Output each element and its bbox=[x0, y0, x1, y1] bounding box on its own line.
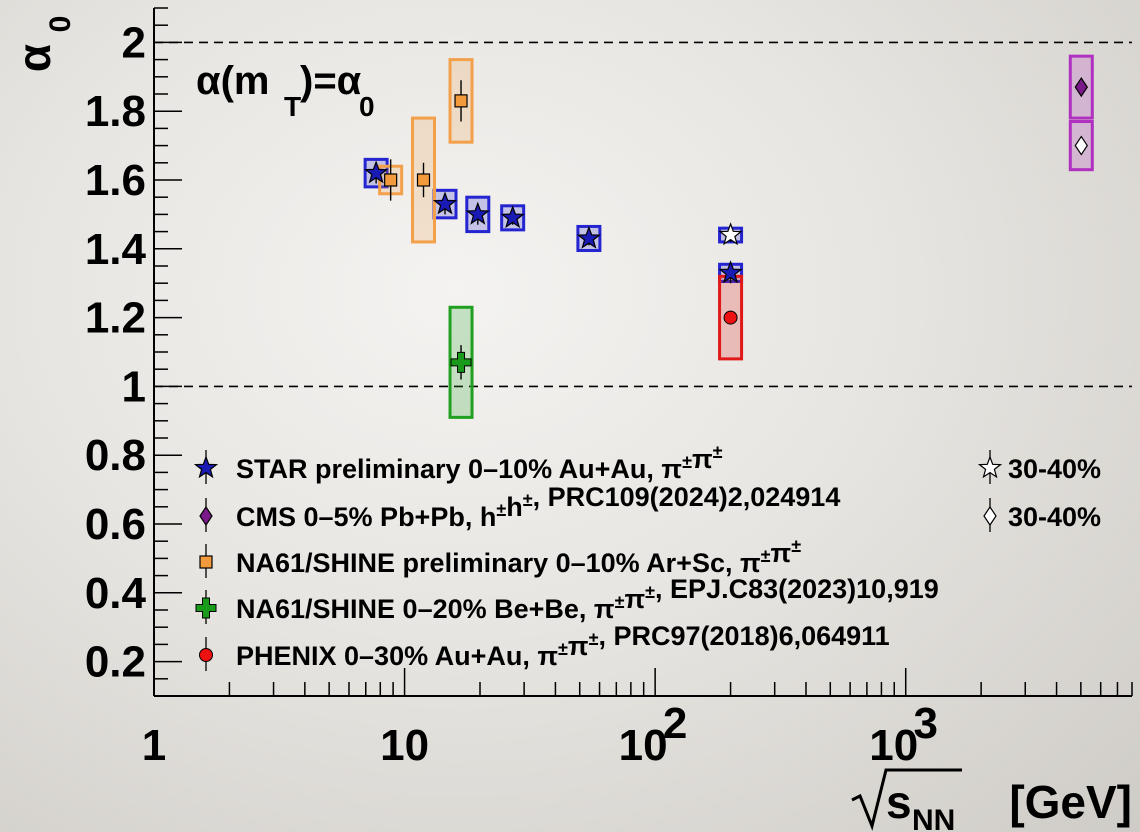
y-tick-label: 1.8 bbox=[85, 87, 146, 136]
circle-marker bbox=[723, 310, 738, 325]
y-tick-label: 1 bbox=[122, 362, 146, 411]
diamond-marker bbox=[1074, 135, 1089, 156]
star-marker bbox=[465, 201, 490, 225]
star-marker bbox=[718, 222, 743, 246]
y-tick-label: 0.6 bbox=[85, 500, 146, 549]
diamond-marker bbox=[983, 505, 997, 527]
y-tick-label: 0.8 bbox=[85, 431, 146, 480]
x-tick-label: 10 bbox=[869, 721, 918, 770]
legend-entry-open: 30-40% bbox=[1008, 502, 1101, 532]
star-marker bbox=[576, 225, 602, 249]
plot-axes bbox=[153, 7, 1133, 697]
x-axis-title: s bbox=[886, 776, 912, 828]
y-axis-title-sub: 0 bbox=[44, 16, 77, 33]
alpha-annotation-tail: )=α bbox=[300, 59, 362, 103]
x-tick-exponent: 3 bbox=[913, 699, 937, 748]
cross-marker bbox=[450, 351, 472, 373]
y-tick-label: 1.4 bbox=[85, 225, 147, 274]
legend: STAR preliminary 0–10% Au+Au, π±π±CMS 0–… bbox=[193, 442, 1101, 671]
legend-entry: STAR preliminary 0–10% Au+Au, π±π± bbox=[236, 442, 723, 484]
y-axis-title: α bbox=[8, 44, 60, 72]
y-tick-label: 0.2 bbox=[85, 638, 146, 687]
star-marker bbox=[718, 260, 743, 284]
diamond-marker bbox=[199, 505, 213, 527]
x-tick-label: 10 bbox=[380, 721, 429, 770]
data-points bbox=[364, 77, 1089, 380]
circle-marker bbox=[199, 648, 213, 662]
legend-entry: PHENIX 0–30% Au+Au, π±π±, PRC97(2018)6,0… bbox=[236, 621, 890, 671]
x-tick-exponent: 2 bbox=[663, 699, 687, 748]
y-tick-label: 1.6 bbox=[85, 156, 146, 205]
legend-entry: NA61/SHINE 0–20% Be+Be, π±π±, EPJ.C83(20… bbox=[236, 574, 939, 624]
square-marker bbox=[199, 555, 213, 569]
square-marker bbox=[384, 173, 398, 187]
x-tick-label: 1 bbox=[142, 721, 166, 770]
cross-marker bbox=[195, 597, 217, 619]
star-marker bbox=[500, 205, 525, 229]
x-tick-label: 10 bbox=[619, 721, 668, 770]
reference-lines bbox=[154, 41, 1132, 388]
legend-entry-open: 30-40% bbox=[1008, 454, 1101, 484]
star-marker bbox=[432, 191, 458, 215]
square-marker bbox=[454, 94, 468, 108]
y-tick-label: 2 bbox=[122, 18, 146, 67]
square-marker bbox=[416, 173, 431, 187]
y-tick-label: 0.4 bbox=[85, 569, 147, 618]
star-marker bbox=[364, 160, 389, 184]
diamond-marker bbox=[1074, 77, 1089, 98]
legend-entry: CMS 0–5% Pb+Pb, h±h±, PRC109(2024)2,0249… bbox=[236, 482, 840, 532]
x-axis-unit: [GeV] bbox=[1009, 776, 1132, 828]
alpha-annotation: α(m bbox=[196, 59, 269, 103]
sqrt-symbol bbox=[851, 768, 962, 831]
star-marker bbox=[977, 455, 1003, 479]
legend-entry: NA61/SHINE preliminary 0–10% Ar+Sc, π±π± bbox=[236, 536, 801, 578]
x-axis-title-sub: NN bbox=[912, 804, 955, 832]
star-marker bbox=[193, 455, 219, 479]
alpha-annotation-sub: T bbox=[284, 91, 301, 122]
alpha-annotation-sub2: 0 bbox=[359, 91, 375, 122]
y-tick-label: 1.2 bbox=[85, 294, 146, 343]
